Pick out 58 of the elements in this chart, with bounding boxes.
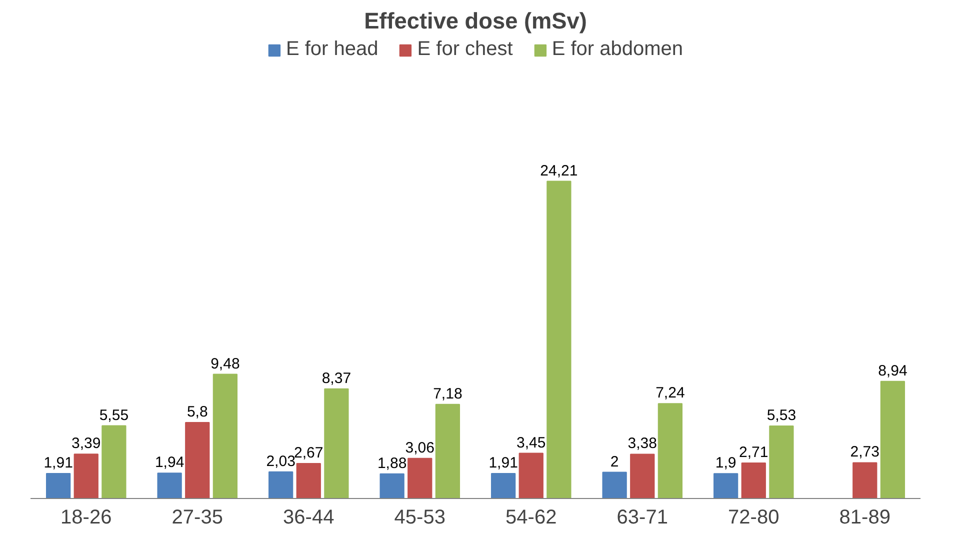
bar [185,422,210,498]
data-label: 2,71 [739,444,768,461]
bar [546,180,572,498]
bar [212,374,238,498]
data-label: 2,67 [294,444,324,462]
data-label: 2,73 [850,444,880,461]
x-tick-label: 36-44 [283,506,334,528]
data-label: 3,39 [72,435,101,452]
x-tick-label: 27-35 [172,506,223,528]
bar [518,452,544,498]
data-label: 5,53 [766,407,796,424]
bar [713,473,738,498]
bar [296,463,321,498]
bar [268,471,294,498]
bar [769,426,794,498]
data-label: 7,18 [433,385,462,402]
bar [880,380,906,498]
bar [490,472,516,498]
data-label: 5,55 [99,406,129,424]
data-label: 1,9 [715,454,736,472]
bar [658,403,683,498]
data-label: 3,38 [628,435,657,452]
legend-label: E for head [286,38,378,61]
bar [324,388,349,498]
bar [74,454,98,498]
data-label: 24,21 [540,162,578,180]
data-label: 3,45 [516,434,546,452]
data-label: 3,06 [405,439,434,456]
bar [380,473,404,498]
bar [852,462,878,498]
data-label: 5,8 [186,404,208,420]
bar [435,404,460,498]
bar [157,472,182,498]
x-tick-label: 63-71 [616,506,668,528]
data-label: 1,94 [154,454,184,472]
x-tick-label: 72-80 [728,506,780,528]
data-label: 1,91 [488,454,518,472]
bar [741,462,766,498]
x-tick-label: 54-62 [506,506,557,528]
data-label: 1,91 [44,454,73,472]
data-label: 2,03 [266,452,296,470]
chart-title: Effective dose (mSv) [364,8,587,34]
data-label: 8,37 [322,370,352,387]
data-label: 2 [610,453,619,470]
bar [602,472,627,498]
bar [46,472,71,498]
x-tick-label: 18-26 [60,506,112,528]
bar [408,458,432,498]
legend-label: E for abdomen [552,38,684,61]
x-tick-label: 81-89 [839,506,890,528]
data-label: 1,88 [377,454,407,472]
x-tick-label: 45-53 [394,506,446,528]
data-label: 9,48 [210,355,240,372]
data-label: 8,94 [878,362,908,380]
legend-label: E for chest [417,38,513,61]
data-label: 7,24 [656,384,685,402]
bar [630,454,655,498]
bar [102,425,126,498]
